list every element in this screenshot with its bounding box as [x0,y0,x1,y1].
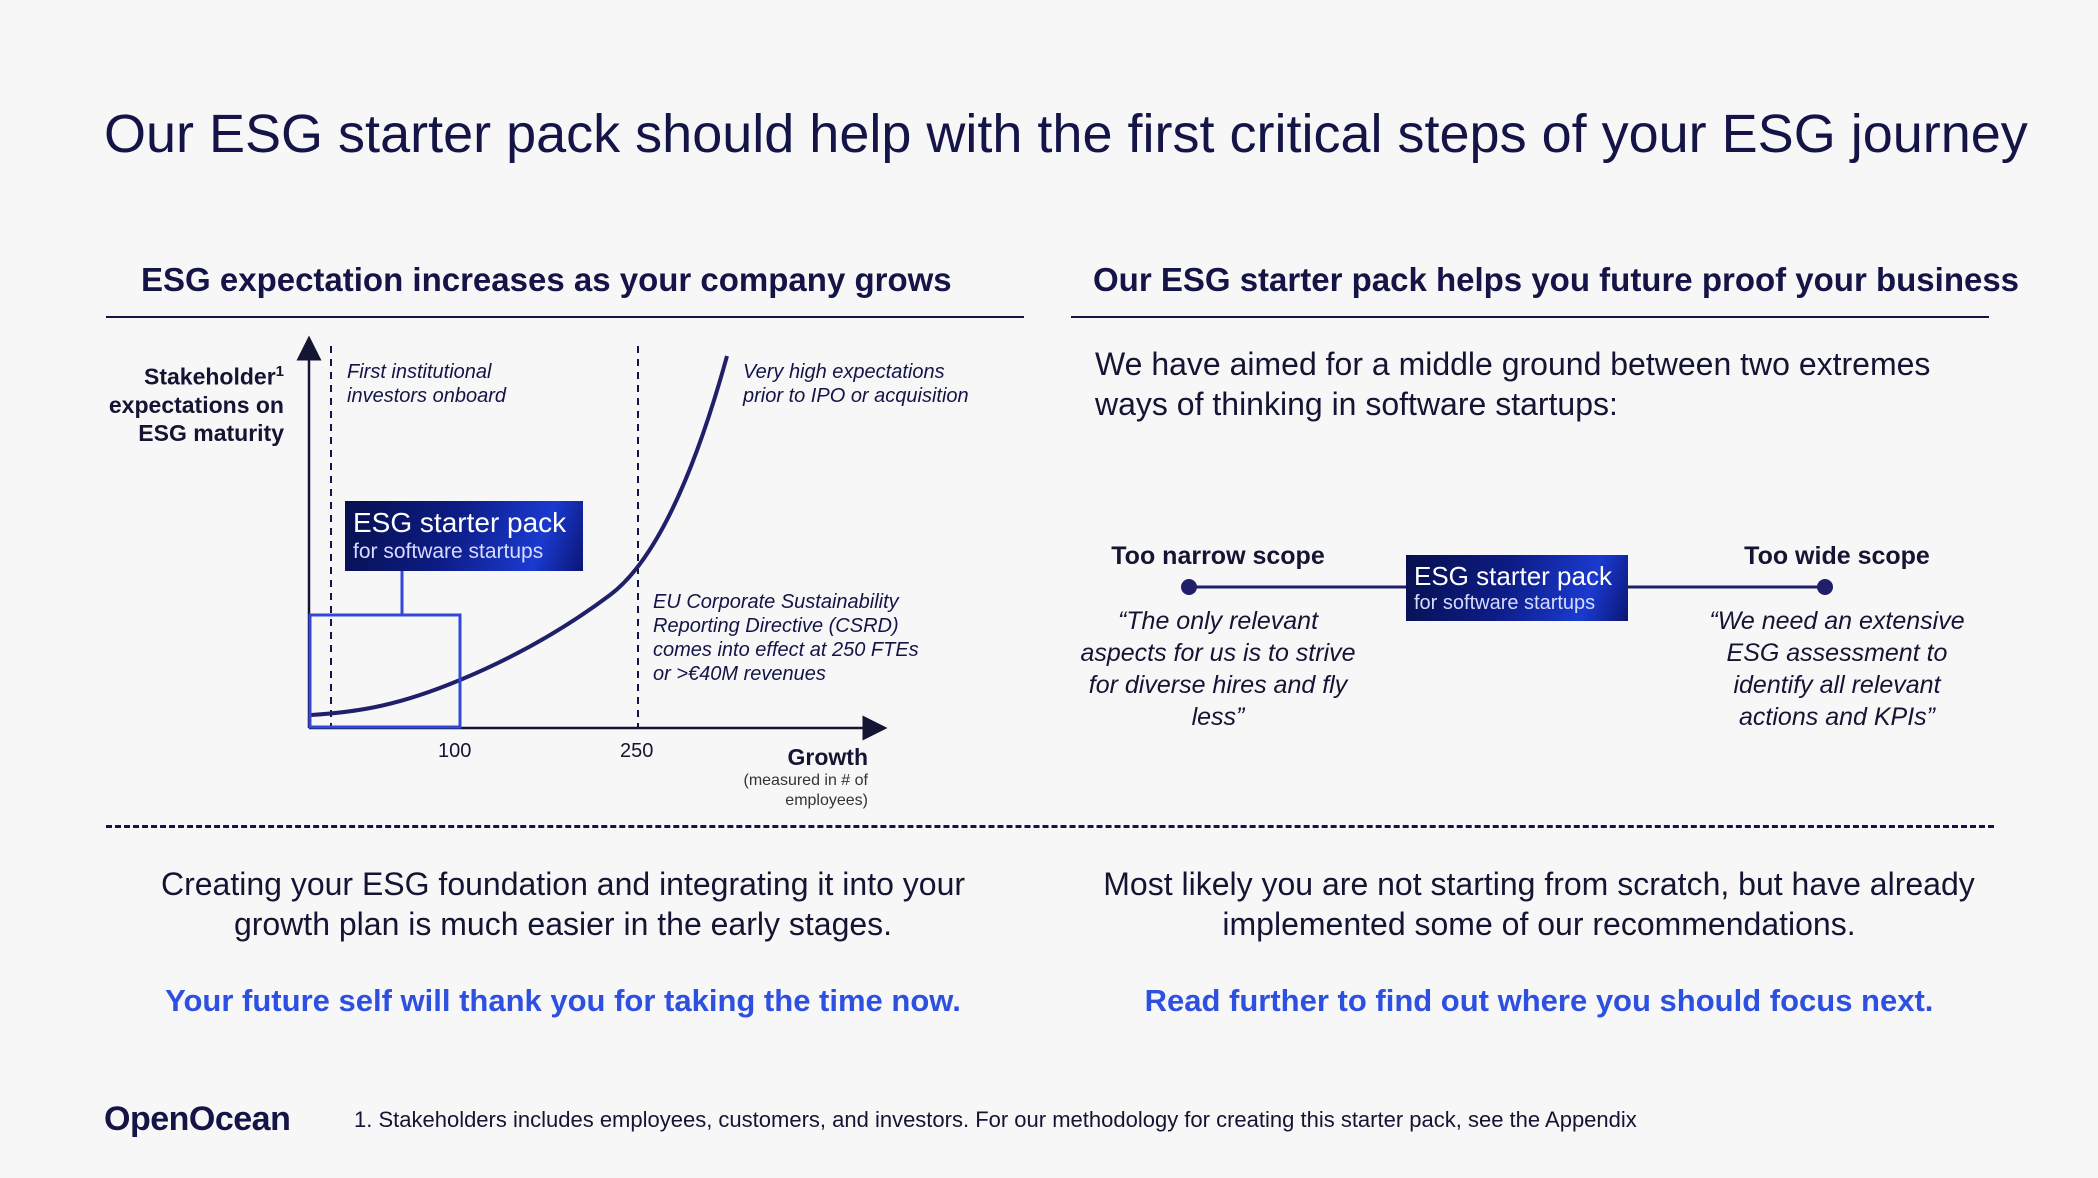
annotation-first-investors: First institutional investors onboard [347,361,506,407]
openocean-logo: OpenOcean [104,1100,291,1138]
wide-scope-dot [1817,579,1833,595]
x-tick-250: 250 [620,740,654,762]
narrow-scope-quote: “The only relevant aspects for us is to … [1080,607,1356,731]
left-heading-rule [106,316,1024,318]
right-intro-text: We have aimed for a middle ground betwee… [1095,346,1931,422]
wide-scope-label: Too wide scope [1744,542,1930,570]
annotation-high-expectations: Very high expectations prior to IPO or a… [743,361,969,407]
x-tick-100: 100 [438,740,472,762]
narrow-scope-dot [1181,579,1197,595]
chart-x-label: Growth (measured in # of employees) [743,744,868,809]
starter-pack-zone-box [308,613,462,729]
bottom-left-cta: Your future self will thank you for taki… [165,983,961,1018]
right-heading-rule [1071,316,1989,318]
section-divider [106,825,1994,828]
bottom-right-text: Most likely you are not starting from sc… [1103,866,1975,942]
bottom-left-text: Creating your ESG foundation and integra… [160,866,966,942]
expectation-curve [310,355,729,717]
left-section-heading: ESG expectation increases as your compan… [141,261,952,298]
footnote: 1. Stakeholders includes employees, cust… [354,1107,1637,1132]
chart-y-label: Stakeholder1 expectations on ESG maturit… [108,363,284,446]
narrow-scope-label: Too narrow scope [1111,542,1325,570]
right-section-heading: Our ESG starter pack helps you future pr… [1093,261,2020,298]
page-title: Our ESG starter pack should help with th… [104,104,2028,164]
starter-pack-badge-left: ESG starter pack for software startups [345,501,583,571]
bottom-right-cta: Read further to find out where you shoul… [1144,983,1934,1018]
annotation-csrd: EU Corporate Sustainability Reporting Di… [653,591,919,685]
wide-scope-quote: “We need an extensive ESG assessment to … [1709,607,1965,731]
starter-pack-badge-right: ESG starter pack for software startups [1406,555,1628,621]
